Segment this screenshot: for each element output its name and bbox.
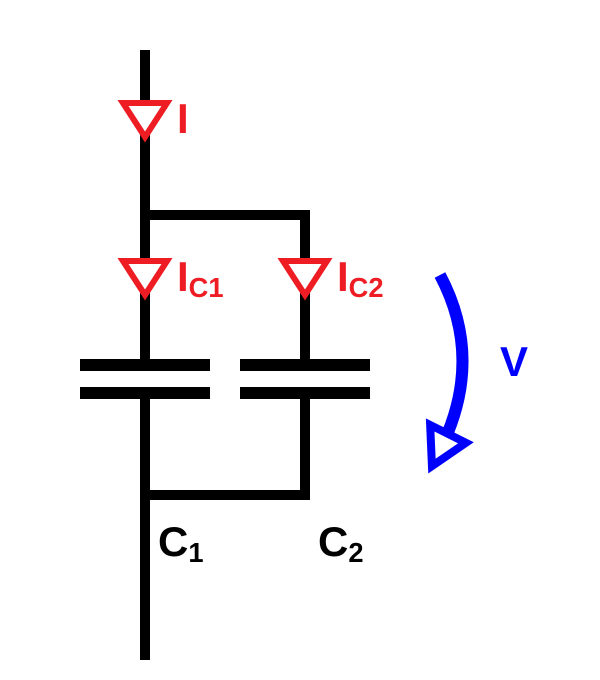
wires <box>80 50 370 660</box>
voltage-arrow-path <box>440 275 463 450</box>
current-label-ic2: IC2 <box>337 253 384 303</box>
current-arrow-ic1 <box>123 261 167 295</box>
current-label-i: I <box>177 95 189 142</box>
capacitor-label-c1: C1 <box>158 518 204 568</box>
current-arrow-ic2 <box>283 261 327 295</box>
voltage-arrow-head <box>430 425 466 466</box>
current-label-ic1: IC1 <box>177 253 224 303</box>
capacitor-label-c2: C2 <box>318 518 364 568</box>
voltage-label: V <box>500 338 528 385</box>
current-arrow-i <box>123 103 167 137</box>
